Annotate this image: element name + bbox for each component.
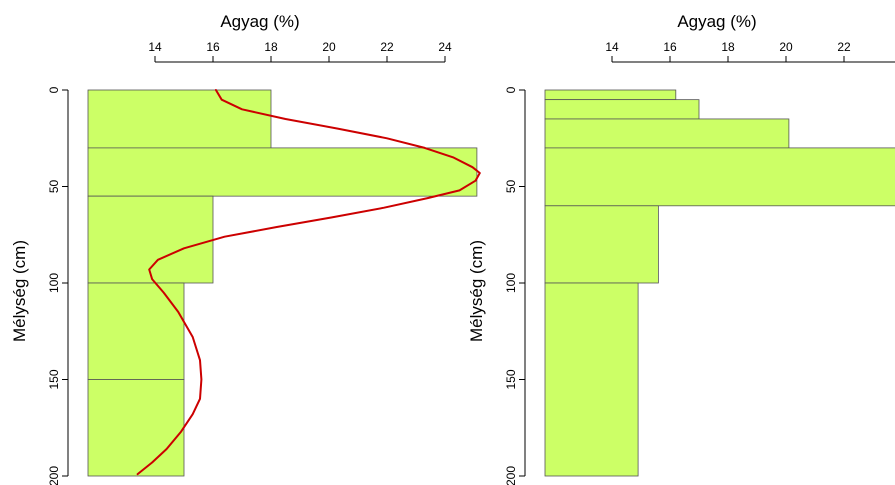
left-chart-y-tick-label: 50 [47,180,61,194]
left-chart-bar [87,379,185,477]
left-chart-bar [87,147,478,197]
right-chart-bar [544,205,659,284]
right-chart-bar [544,282,639,477]
left-chart-x-tick-label: 20 [322,40,336,54]
left-chart-x-tick-label: 24 [438,40,452,54]
left-chart-y-axis-label: Mélység (cm) [10,240,29,342]
left-chart-bar [87,195,214,284]
left-chart-panel: Agyag (%) Mélység (cm) 14 16 18 20 22 24 0 50 1… [10,12,481,485]
right-chart-bar [544,118,790,149]
right-chart-y-axis-label: Mélység (cm) [467,240,486,342]
left-chart-x-axis: 14 16 18 20 22 24 [148,40,452,63]
left-chart-y-tick-label: 150 [47,369,61,389]
left-chart-y-tick-label: 100 [47,273,61,293]
right-chart-x-tick-label: 14 [605,40,619,54]
right-chart-bar [544,89,677,101]
right-chart-x-tick-label: 18 [721,40,735,54]
left-chart-x-tick-label: 16 [206,40,220,54]
right-chart-bar [544,99,700,120]
left-chart-x-tick-label: 18 [264,40,278,54]
left-chart-x-tick-label: 22 [380,40,394,54]
right-chart-title: Agyag (%) [677,12,756,31]
left-chart-bars [87,89,478,477]
right-chart-y-tick-label: 150 [504,369,518,389]
left-chart-fitted-curve [136,89,481,476]
left-chart-x-tick-label: 14 [148,40,162,54]
left-chart-y-tick-label: 0 [47,86,61,93]
left-chart-title: Agyag (%) [220,12,299,31]
right-chart-y-tick-label: 100 [504,273,518,293]
right-chart-x-tick-label: 20 [779,40,793,54]
right-chart-bars [544,89,895,477]
right-chart-y-tick-label: 0 [504,86,518,93]
right-chart-bar [544,147,895,207]
left-chart-curve [136,89,481,476]
left-chart-bar [87,282,185,380]
right-chart-y-tick-label: 200 [504,466,518,485]
left-chart-y-tick-label: 200 [47,466,61,485]
right-chart-x-tick-label: 16 [663,40,677,54]
right-chart-x-tick-label: 22 [837,40,851,54]
right-chart-y-axis: 0 50 100 150 200 [504,86,526,485]
left-chart-y-axis: 0 50 100 150 200 [47,86,69,485]
left-chart-bar [87,89,272,149]
right-chart-y-tick-label: 50 [504,180,518,194]
